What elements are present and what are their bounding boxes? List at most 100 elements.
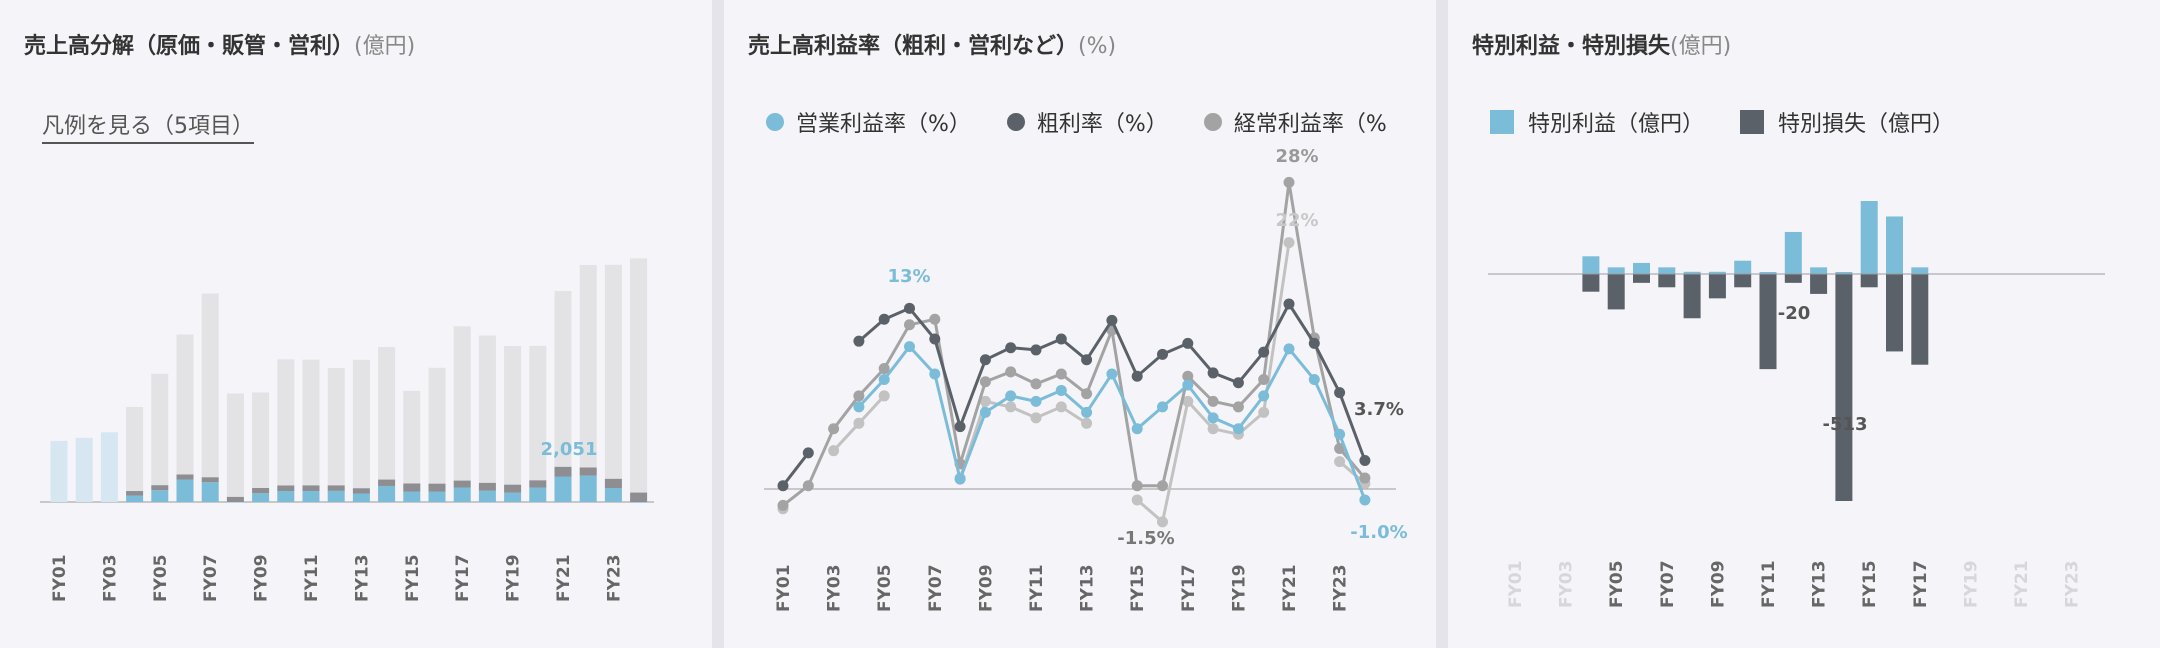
bar-operating_profit [226, 502, 244, 503]
bar-income [1835, 272, 1853, 274]
data-point [1182, 370, 1194, 382]
data-point [929, 333, 941, 345]
bar-cogs [428, 367, 446, 484]
bar-income [1582, 256, 1600, 274]
x-tick-label: FY03 [1557, 560, 1577, 608]
data-point [979, 406, 991, 418]
bar-cogs [478, 335, 496, 483]
bar-sga [529, 480, 547, 488]
data-point [1081, 406, 1093, 418]
panel-title: 売上高分解（原価・販管・営利）(億円) [24, 34, 416, 59]
data-point [802, 480, 814, 492]
data-point [979, 354, 991, 366]
bar-income [1810, 267, 1828, 274]
bar-income [1734, 260, 1752, 274]
x-tick-label: FY11 [1027, 564, 1047, 612]
x-tick-label: FY21 [2012, 560, 2032, 608]
x-tick-label: FY21 [1280, 564, 1300, 612]
data-label: -513 [1822, 414, 1867, 435]
bar-cogs [579, 264, 597, 468]
x-tick-label: FY21 [554, 554, 574, 602]
data-label: 2,051 [541, 439, 598, 460]
legend-item-operating-margin[interactable]: 営業利益率（%） [766, 106, 971, 138]
data-point [1283, 176, 1295, 188]
legend-toggle-link[interactable]: 凡例を見る（5項目） [42, 108, 254, 144]
data-point [1030, 344, 1042, 356]
panel-profit-margins: 売上高利益率（粗利・営利など）(%) 営業利益率（%） 粗利率（%） 経常利益率… [724, 0, 1436, 648]
data-point [828, 445, 840, 457]
bar-cogs [630, 258, 648, 493]
unit-label: (億円) [354, 34, 416, 59]
legend-marker [1740, 110, 1765, 134]
x-tick-label: FY17 [453, 554, 473, 602]
bar-operating_profit [352, 493, 370, 502]
bar-cogs [403, 390, 421, 484]
bar-sga [378, 479, 396, 486]
data-point [1258, 346, 1270, 358]
bar-loss [1582, 274, 1600, 292]
data-point [828, 423, 840, 435]
bar-operating_profit [277, 491, 295, 502]
legend-item-extraordinary-income[interactable]: 特別利益（億円） [1490, 106, 1704, 138]
bar-sga [453, 480, 471, 488]
legend-item-gross-margin[interactable]: 粗利率（%） [1006, 106, 1168, 138]
legend-item-extraordinary-loss[interactable]: 特別損失（億円） [1740, 106, 1954, 138]
x-tick-label: FY01 [50, 554, 70, 602]
bar-loss [1860, 274, 1878, 288]
data-point [1182, 395, 1194, 407]
bar-income [1708, 271, 1726, 274]
data-point [1308, 337, 1320, 349]
x-tick-label: FY17 [1179, 564, 1199, 612]
bar-operating_profit [151, 490, 169, 502]
bar-cogs [327, 367, 345, 486]
bar-operating_profit [378, 485, 396, 502]
data-point [1055, 384, 1067, 396]
data-point [1207, 367, 1219, 379]
data-point [1283, 237, 1295, 249]
data-point [1207, 412, 1219, 424]
bar-cogs [554, 290, 572, 467]
data-point [1055, 401, 1067, 413]
bar-cogs [352, 359, 370, 489]
bar-loss [1708, 274, 1726, 299]
data-point [1131, 370, 1143, 382]
data-point [853, 390, 865, 402]
bar-operating_profit [478, 490, 496, 502]
data-point [1106, 368, 1118, 380]
data-point [929, 313, 941, 325]
x-tick-label: FY05 [875, 564, 895, 612]
bar-sga [201, 477, 219, 483]
legend-item-ordinary-margin[interactable]: 経常利益率（% [1203, 106, 1387, 138]
bar-operating_profit [403, 491, 421, 502]
bar-loss [1911, 274, 1929, 365]
data-point [954, 421, 966, 433]
unit-label: (億円) [1670, 34, 1732, 59]
data-point [904, 341, 915, 353]
bar-cogs [302, 359, 320, 486]
bar-loss [1658, 274, 1676, 288]
x-tick-label: FY07 [926, 564, 946, 612]
x-tick-label: FY09 [1708, 560, 1728, 608]
bar-sga [579, 467, 597, 476]
bar-income [1759, 272, 1777, 274]
data-point [1283, 298, 1295, 310]
data-point [1334, 387, 1346, 399]
bar-sga [604, 478, 622, 488]
x-tick-label: FY09 [252, 554, 272, 602]
panel-title: 特別利益・特別損失(億円) [1472, 34, 1732, 59]
legend-marker [1006, 113, 1025, 131]
x-tick-label: FY13 [352, 554, 372, 602]
bar-loss [1633, 274, 1650, 283]
bar-operating_profit [630, 502, 648, 503]
x-tick-label: FY07 [201, 554, 221, 602]
x-tick-label: FY19 [1229, 564, 1249, 612]
data-point [1081, 417, 1093, 429]
bar-operating_profit [302, 491, 320, 502]
data-point [1232, 423, 1244, 435]
bar-cogs [529, 345, 547, 481]
data-point [1005, 342, 1017, 354]
data-point [777, 499, 789, 511]
x-tick-label: FY15 [403, 554, 423, 602]
data-point [1157, 480, 1168, 492]
data-point [1005, 366, 1017, 378]
